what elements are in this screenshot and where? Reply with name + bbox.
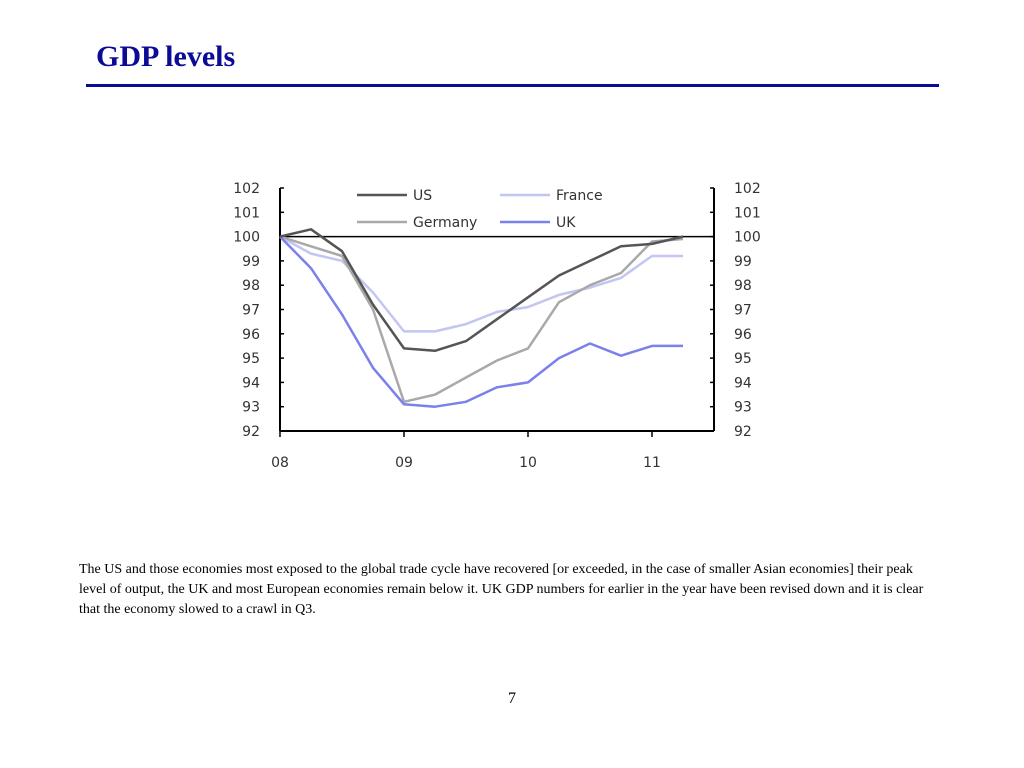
left-y-tick-label: 99 xyxy=(242,254,260,270)
left-y-tick-label: 97 xyxy=(242,303,260,319)
right-y-tick-label: 94 xyxy=(734,375,752,391)
left-y-tick-label: 98 xyxy=(242,278,260,294)
legend-label-france: France xyxy=(556,188,603,204)
left-y-tick-label: 94 xyxy=(242,375,260,391)
slide-caption: The US and those economies most exposed … xyxy=(79,562,924,617)
title-underline-rule xyxy=(86,84,939,87)
x-tick-label: 11 xyxy=(643,455,661,471)
legend-label-uk: UK xyxy=(556,215,576,231)
right-y-tick-label: 100 xyxy=(734,230,761,246)
right-y-tick-label: 92 xyxy=(734,424,752,440)
left-y-tick-label: 93 xyxy=(242,400,260,416)
series-line-us xyxy=(279,228,684,353)
series-line-uk xyxy=(279,235,683,408)
right-y-tick-label: 99 xyxy=(734,254,752,270)
left-y-tick-label: 96 xyxy=(242,327,260,343)
right-y-tick-label: 96 xyxy=(734,327,752,343)
left-y-tick-label: 101 xyxy=(233,205,260,221)
page-number: 7 xyxy=(508,690,516,707)
right-y-tick-label: 102 xyxy=(734,181,761,197)
x-tick-label: 09 xyxy=(395,455,413,471)
left-y-tick-label: 95 xyxy=(242,351,260,367)
right-y-tick-label: 98 xyxy=(734,278,752,294)
series-line-germany xyxy=(279,235,684,404)
gdp-line-chart: 102 102 101 101 100 100 99 99 98 98 97 97 96 96 95 95 94… xyxy=(200,170,800,480)
chart-svg: 102 102 101 101 100 100 99 99 98 98 97 97 96 96 95 95 94… xyxy=(233,181,761,471)
x-tick-label: 08 xyxy=(271,455,289,471)
left-y-tick-label: 100 xyxy=(233,230,260,246)
left-y-tick-label: 102 xyxy=(233,181,260,197)
x-tick-label: 10 xyxy=(519,455,537,471)
right-y-tick-label: 93 xyxy=(734,400,752,416)
slide-title: GDP levels xyxy=(96,40,236,73)
right-y-tick-label: 101 xyxy=(734,205,761,221)
right-y-tick-label: 95 xyxy=(734,351,752,367)
left-y-tick-label: 92 xyxy=(242,424,260,440)
right-y-tick-label: 97 xyxy=(734,303,752,319)
legend-label-us: US xyxy=(413,188,432,204)
legend-label-germany: Germany xyxy=(413,215,477,231)
